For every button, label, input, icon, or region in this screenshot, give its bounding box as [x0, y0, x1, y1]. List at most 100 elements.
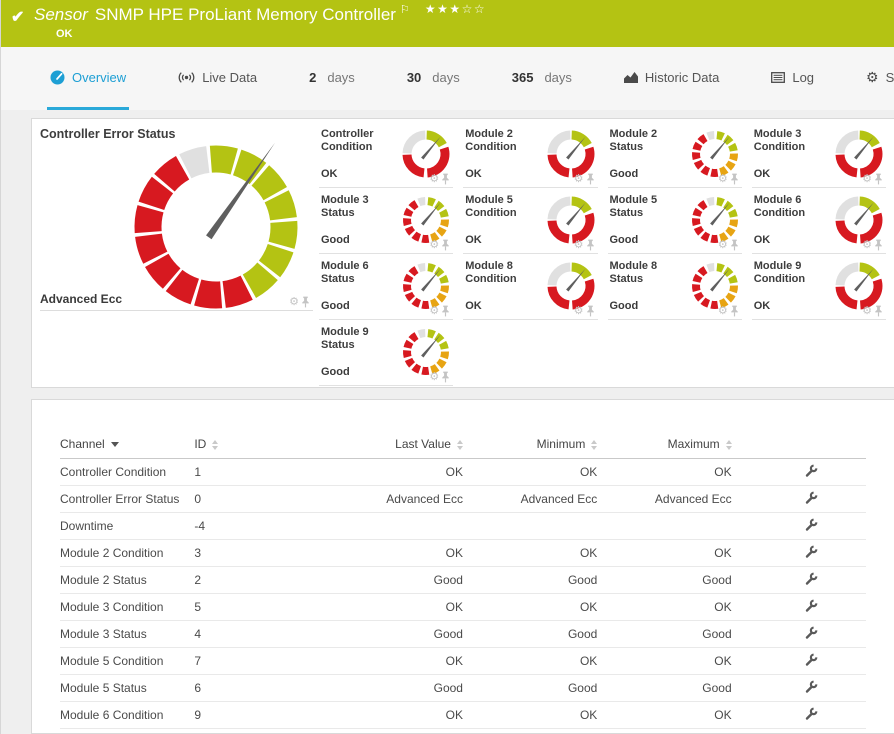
priority-flag-icon[interactable]: ⚐ [399, 4, 410, 16]
wrench-icon[interactable] [804, 680, 818, 694]
pin-icon[interactable] [586, 305, 595, 317]
big-gauge-title: Controller Error Status [40, 127, 176, 141]
channel-cell: Module 2 Condition [60, 539, 195, 567]
gauge-icon [50, 70, 65, 85]
maximum-cell: Advanced Ecc [597, 485, 732, 513]
pin-icon[interactable] [441, 371, 450, 383]
wrench-icon[interactable] [804, 599, 818, 613]
table-row: Module 2 Status 2 Good Good Good [60, 566, 866, 594]
gear-icon[interactable]: ⚙ [717, 238, 728, 251]
gear-icon[interactable]: ⚙ [429, 172, 440, 185]
pin-icon[interactable] [874, 239, 883, 251]
gauge-value: Good [609, 300, 639, 312]
tab-historic-data[interactable]: Historic Data [621, 47, 722, 110]
gear-icon[interactable]: ⚙ [862, 304, 872, 317]
sort-toggle-icon[interactable] [456, 439, 463, 450]
tab-365-days[interactable]: 365 days [509, 47, 575, 110]
channel-cell: Module 2 Status [60, 566, 195, 594]
sort-toggle-icon[interactable] [591, 439, 598, 450]
gauge-value: OK [465, 300, 482, 312]
pin-icon[interactable] [730, 305, 739, 317]
tab-log[interactable]: Log [768, 47, 817, 110]
pin-icon[interactable] [301, 296, 310, 308]
gear-icon[interactable]: ⚙ [717, 172, 728, 185]
pin-icon[interactable] [874, 305, 883, 317]
maximum-cell: OK [597, 593, 732, 621]
gauge-title: Module 2 Status [609, 128, 658, 154]
gauge-value: Good [321, 300, 350, 312]
condition-gauge [835, 196, 883, 244]
gear-icon[interactable]: ⚙ [289, 295, 299, 308]
pin-icon[interactable] [441, 305, 450, 317]
sensor-title-line: Sensor SNMP HPE ProLiant Memory Controlle… [34, 2, 487, 25]
gauge-title: Controller Condition [321, 128, 374, 154]
gauge-title: Module 8 Condition [465, 260, 517, 286]
sort-toggle-icon[interactable] [212, 439, 219, 450]
tab-30-days[interactable]: 30 days [404, 47, 463, 110]
tab-2-days[interactable]: 2 days [306, 47, 358, 110]
gauge-title: Module 5 Condition [465, 194, 517, 220]
gauge-value: Good [609, 168, 639, 180]
gear-icon[interactable]: ⚙ [429, 370, 440, 383]
column-header-minimum: Minimum [462, 433, 598, 459]
channel-settings-cell [731, 566, 866, 594]
pin-icon[interactable] [730, 173, 739, 185]
pin-icon[interactable] [586, 239, 595, 251]
wrench-icon[interactable] [804, 464, 818, 478]
wrench-icon[interactable] [804, 572, 818, 586]
gauge-cell-module-6-status: Module 6 Status Good ⚙ [319, 254, 454, 320]
tab-label: days [432, 69, 460, 85]
gear-icon[interactable]: ⚙ [573, 238, 584, 251]
status-gauge [403, 197, 450, 243]
wrench-icon[interactable] [804, 491, 818, 505]
sort-toggle-icon[interactable] [725, 439, 732, 450]
column-header-maximum: Maximum [597, 433, 732, 459]
tab-label: Settings [885, 69, 894, 85]
historic-data-icon [623, 71, 638, 83]
column-header-actions [731, 433, 866, 459]
status-gauge [403, 263, 450, 309]
gear-icon: ⚙ [866, 69, 879, 86]
maximum-cell: Good [597, 566, 732, 594]
tab-label: days [327, 69, 355, 85]
tab-settings[interactable]: ⚙ Settings [863, 47, 894, 110]
maximum-cell: OK [597, 539, 732, 567]
wrench-icon[interactable] [804, 707, 818, 721]
gear-icon[interactable]: ⚙ [429, 304, 440, 317]
wrench-icon[interactable] [804, 518, 818, 532]
sort-desc-icon[interactable] [110, 442, 119, 448]
table-row: Controller Error Status 0 Advanced Ecc Adva… [60, 485, 866, 513]
tab-overview[interactable]: Overview [47, 47, 130, 110]
gauge-title: Module 2 Condition [465, 128, 517, 154]
tab-number: 30 [406, 69, 422, 85]
tab-live-data[interactable]: Live Data [175, 47, 260, 110]
gear-icon[interactable]: ⚙ [717, 304, 728, 317]
id-cell: 7 [194, 647, 329, 675]
pin-icon[interactable] [586, 173, 595, 185]
gear-icon[interactable]: ⚙ [573, 172, 584, 185]
status-check-icon: ✔ [11, 9, 25, 26]
minimum-cell: OK [462, 539, 598, 567]
pin-icon[interactable] [441, 239, 450, 251]
pin-icon[interactable] [874, 173, 883, 185]
channel-cell: Module 6 Condition [60, 701, 195, 729]
big-gauge-cell: Controller Error Status Advanced Ecc ⚙ [32, 119, 313, 387]
wrench-icon[interactable] [804, 626, 818, 640]
pin-icon[interactable] [441, 173, 450, 185]
rating-stars[interactable]: ★★★☆☆ [424, 2, 487, 16]
gear-icon[interactable]: ⚙ [573, 304, 584, 317]
gear-icon[interactable]: ⚙ [429, 238, 440, 251]
table-row: Module 3 Condition 5 OK OK OK [60, 593, 866, 621]
pin-icon[interactable] [730, 239, 739, 251]
wrench-icon[interactable] [804, 545, 818, 559]
gear-icon[interactable]: ⚙ [862, 238, 872, 251]
maximum-cell [597, 512, 732, 540]
id-cell: 3 [194, 539, 329, 567]
sensor-title-prefix: Sensor [34, 5, 88, 24]
gear-icon[interactable]: ⚙ [862, 172, 872, 185]
wrench-icon[interactable] [804, 653, 818, 667]
column-label: Minimum [536, 437, 586, 451]
small-gauges-grid: Controller Condition OK ⚙ Module 2 Conditio… [313, 119, 894, 387]
sensor-header: ✔ Sensor SNMP HPE ProLiant Memory Control… [1, 0, 894, 47]
